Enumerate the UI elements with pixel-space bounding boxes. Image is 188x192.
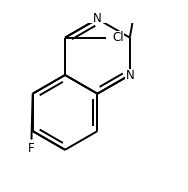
Text: HN: HN xyxy=(125,0,142,3)
Text: N: N xyxy=(125,69,134,82)
Text: F: F xyxy=(28,142,35,155)
Text: N: N xyxy=(93,12,102,25)
Text: Cl: Cl xyxy=(112,31,124,44)
